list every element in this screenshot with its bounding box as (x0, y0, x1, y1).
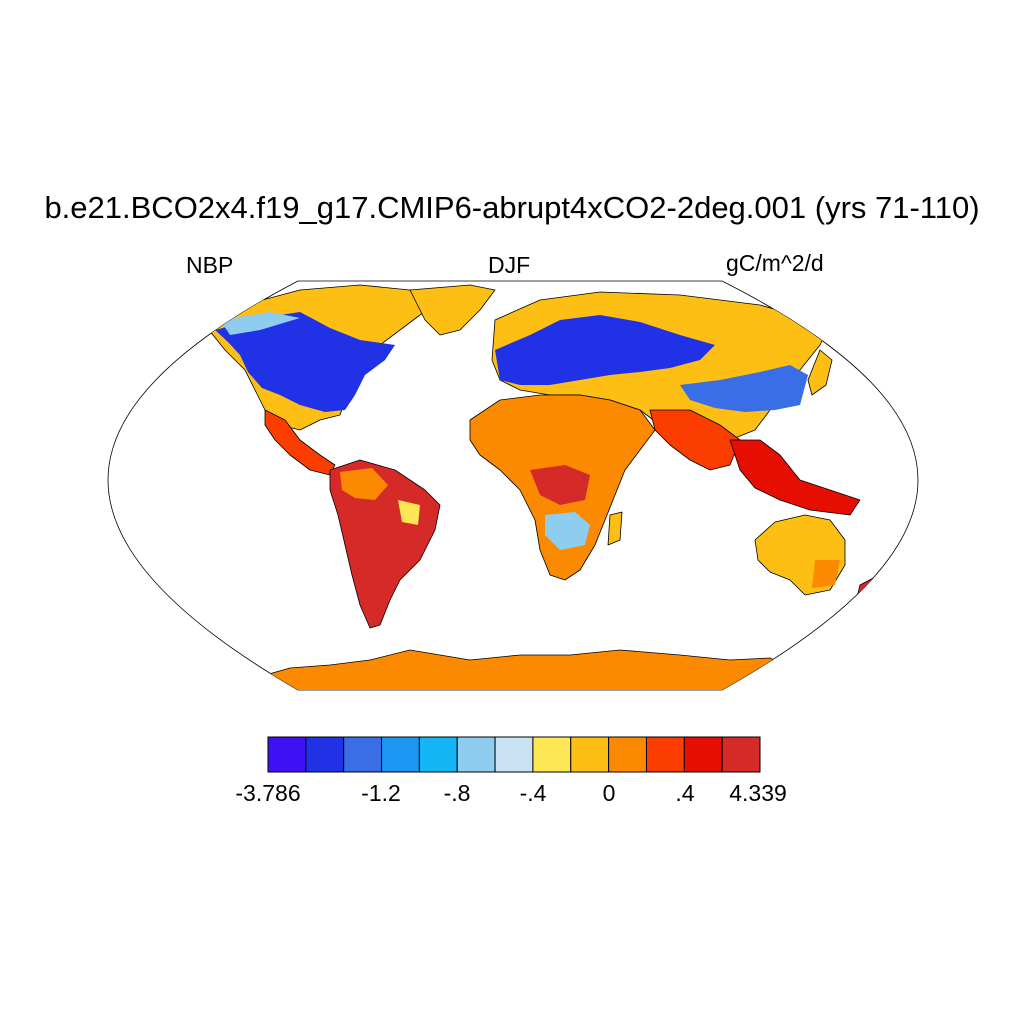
australia-orange-zone (812, 560, 840, 588)
central-africa-red-zone (530, 465, 590, 505)
colorbar-swatch (570, 736, 610, 773)
colorbar-swatch (456, 736, 496, 773)
plot-title: b.e21.BCO2x4.f19_g17.CMIP6-abrupt4xCO2-2… (44, 190, 980, 225)
colorbar-swatch (532, 736, 572, 773)
colorbar-swatch (381, 736, 420, 773)
north-america-light-zone (220, 312, 300, 335)
east-asia-negative-zone (680, 365, 808, 412)
colorbar-swatch (343, 736, 383, 773)
colorbar-tick-label: -.8 (443, 780, 471, 806)
units-label: gC/m^2/d (726, 250, 824, 276)
colorbar-tick-label: -.4 (519, 780, 547, 806)
colorbar-swatch (418, 736, 458, 773)
south-america-yellow-zone (398, 500, 420, 525)
variable-label: NBP (186, 252, 234, 278)
colorbar-swatch (267, 736, 307, 773)
madagascar (607, 511, 623, 546)
season-label: DJF (488, 252, 531, 278)
colorbar-tick-label: 4.339 (729, 780, 787, 806)
south-asia-region (649, 409, 741, 471)
colorbar-tick-label: -3.786 (235, 780, 301, 806)
colorbar-swatch (305, 736, 345, 773)
colorbar-swatch (683, 736, 723, 773)
colorbar-swatch (721, 736, 761, 773)
south-america-orange-zone (340, 468, 388, 500)
southeast-asia-region (729, 439, 861, 516)
japan (807, 349, 833, 396)
greenland (409, 284, 496, 336)
colorbar-swatch (645, 736, 685, 773)
eurasia-negative-zone (495, 315, 715, 385)
colorbar-swatch (494, 736, 534, 773)
colorbar-tick-label: -1.2 (361, 780, 401, 806)
colorbar-tick-label: 0 (602, 780, 616, 806)
colorbar-swatch (608, 736, 647, 773)
southern-africa-light-zone (545, 512, 590, 550)
south-america-region (329, 459, 441, 629)
colorbar-tick-label: .4 (675, 780, 695, 806)
north-america-negative-zone (215, 312, 395, 412)
